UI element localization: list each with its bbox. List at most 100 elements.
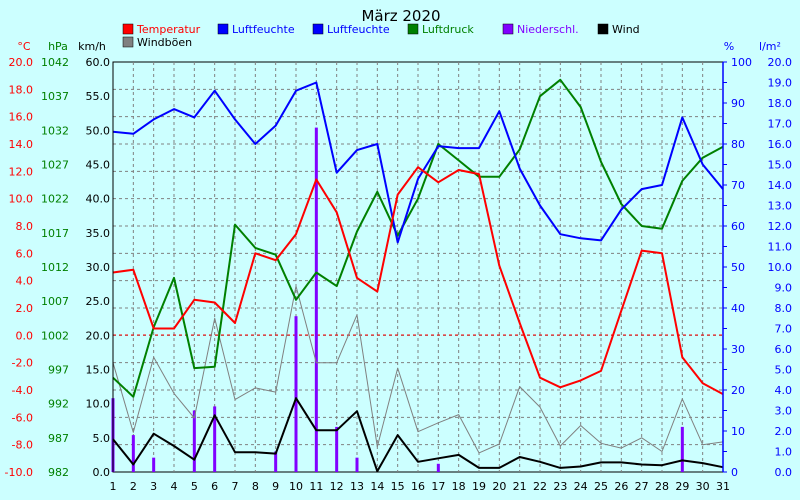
tick-label-temp: -2.0	[12, 357, 33, 370]
x-tick-label: 11	[309, 480, 323, 493]
bar-niederschlag	[355, 457, 359, 472]
tick-label-press: 997	[48, 364, 69, 377]
axis-unit-wind: km/h	[78, 40, 106, 53]
x-tick-label: 26	[614, 480, 628, 493]
tick-label-temp: -4.0	[12, 384, 33, 397]
tick-label-humid: 100	[731, 56, 752, 69]
tick-label-wind: 5.0	[93, 432, 111, 445]
tick-label-precip: 17.0	[768, 118, 793, 131]
tick-label-wind: 50.0	[86, 124, 111, 137]
x-tick-label: 1	[110, 480, 117, 493]
tick-label-temp: 14.0	[9, 138, 34, 151]
tick-label-press: 1002	[41, 329, 69, 342]
tick-label-temp: 20.0	[9, 56, 34, 69]
tick-label-humid: 60	[731, 220, 745, 233]
bar-niederschlag	[436, 463, 440, 472]
tick-label-press: 1007	[41, 295, 69, 308]
x-tick-label: 16	[411, 480, 425, 493]
right-axes: 100908070605040302010020.019.018.017.016…	[723, 56, 792, 479]
tick-label-temp: 4.0	[16, 275, 34, 288]
tick-label-precip: 16.0	[768, 138, 793, 151]
tick-label-wind: 0.0	[93, 466, 111, 479]
tick-label-precip: 0.0	[775, 466, 793, 479]
tick-label-wind: 10.0	[86, 398, 111, 411]
tick-label-press: 1012	[41, 261, 69, 274]
tick-label-humid: 90	[731, 97, 745, 110]
x-tick-label: 8	[252, 480, 259, 493]
axis-unit-temp: °C	[17, 40, 31, 53]
tick-label-humid: 80	[731, 138, 745, 151]
bar-niederschlag	[335, 426, 339, 472]
tick-label-precip: 12.0	[768, 220, 793, 233]
x-tick-label: 12	[330, 480, 344, 493]
tick-label-wind: 60.0	[86, 56, 111, 69]
x-tick-label: 31	[716, 480, 730, 493]
tick-label-wind: 20.0	[86, 329, 111, 342]
x-tick-label: 17	[431, 480, 445, 493]
tick-label-precip: 11.0	[768, 241, 793, 254]
tick-label-humid: 40	[731, 302, 745, 315]
x-tick-label: 24	[574, 480, 588, 493]
series-line-luftdruck	[112, 78, 724, 398]
tick-label-wind: 35.0	[86, 227, 111, 240]
legend-swatch	[122, 36, 134, 48]
tick-label-precip: 15.0	[768, 159, 793, 172]
axis-unit-press: hPa	[48, 40, 68, 53]
tick-label-press: 1027	[41, 159, 69, 172]
legend-swatch	[122, 23, 134, 35]
x-tick-label: 22	[533, 480, 547, 493]
legend-swatch	[502, 23, 514, 35]
legend-label: Luftfeuchte	[327, 23, 390, 36]
legend-label: Wind	[612, 23, 640, 36]
x-tick-label: 14	[370, 480, 384, 493]
legend-swatch	[407, 23, 419, 35]
x-tick-label: 18	[452, 480, 466, 493]
bar-niederschlag	[680, 426, 684, 472]
series-line-wind	[112, 397, 724, 473]
tick-label-humid: 70	[731, 179, 745, 192]
x-tick-label: 28	[655, 480, 669, 493]
tick-label-humid: 10	[731, 425, 745, 438]
series-lines	[112, 78, 724, 473]
tick-label-temp: -6.0	[12, 411, 33, 424]
tick-label-precip: 18.0	[768, 97, 793, 110]
tick-label-press: 1017	[41, 227, 69, 240]
tick-label-precip: 14.0	[768, 179, 793, 192]
bar-niederschlag	[131, 435, 135, 472]
tick-label-humid: 0	[731, 466, 738, 479]
tick-label-wind: 25.0	[86, 295, 111, 308]
tick-label-temp: 18.0	[9, 83, 34, 96]
tick-label-temp: 6.0	[16, 247, 34, 260]
bar-niederschlag	[213, 406, 217, 472]
x-axis: 1 2 3 4 5 6 7 8 9 10 11 12 13 14 15 16 17 18 19 20 21 22 23 24 2…	[110, 480, 731, 493]
chart-title: März 2020	[361, 7, 440, 25]
tick-label-press: 982	[48, 466, 69, 479]
left-axes: 20.0 18.0 16.0 14.0 12.0 10.0 8.0 6.0 4.0 2.0 0.0 -…	[5, 56, 110, 479]
legend-label: Luftfeuchte	[232, 23, 295, 36]
legend-swatch	[312, 23, 324, 35]
tick-label-wind: 55.0	[86, 90, 111, 103]
x-tick-label: 21	[513, 480, 527, 493]
tick-label-humid: 50	[731, 261, 745, 274]
x-tick-label: 6	[211, 480, 218, 493]
tick-label-wind: 30.0	[86, 261, 111, 274]
tick-label-precip: 9.0	[775, 282, 793, 295]
legend-swatch	[597, 23, 609, 35]
legend-swatch	[217, 23, 229, 35]
x-tick-label: 4	[171, 480, 178, 493]
x-tick-label: 9	[272, 480, 279, 493]
tick-label-temp: 10.0	[9, 193, 34, 206]
tick-label-precip: 2.0	[775, 425, 793, 438]
tick-label-precip: 1.0	[775, 446, 793, 459]
tick-label-temp: 8.0	[16, 220, 34, 233]
legend-label: Niederschl.	[517, 23, 579, 36]
x-tick-label: 13	[350, 480, 364, 493]
tick-label-humid: 30	[731, 343, 745, 356]
tick-label-humid: 20	[731, 384, 745, 397]
tick-label-precip: 4.0	[775, 384, 793, 397]
bar-niederschlag	[294, 316, 298, 472]
x-tick-label: 10	[289, 480, 303, 493]
legend-label: Luftdruck	[422, 23, 474, 36]
tick-label-precip: 19.0	[768, 77, 793, 90]
x-tick-label: 7	[232, 480, 239, 493]
